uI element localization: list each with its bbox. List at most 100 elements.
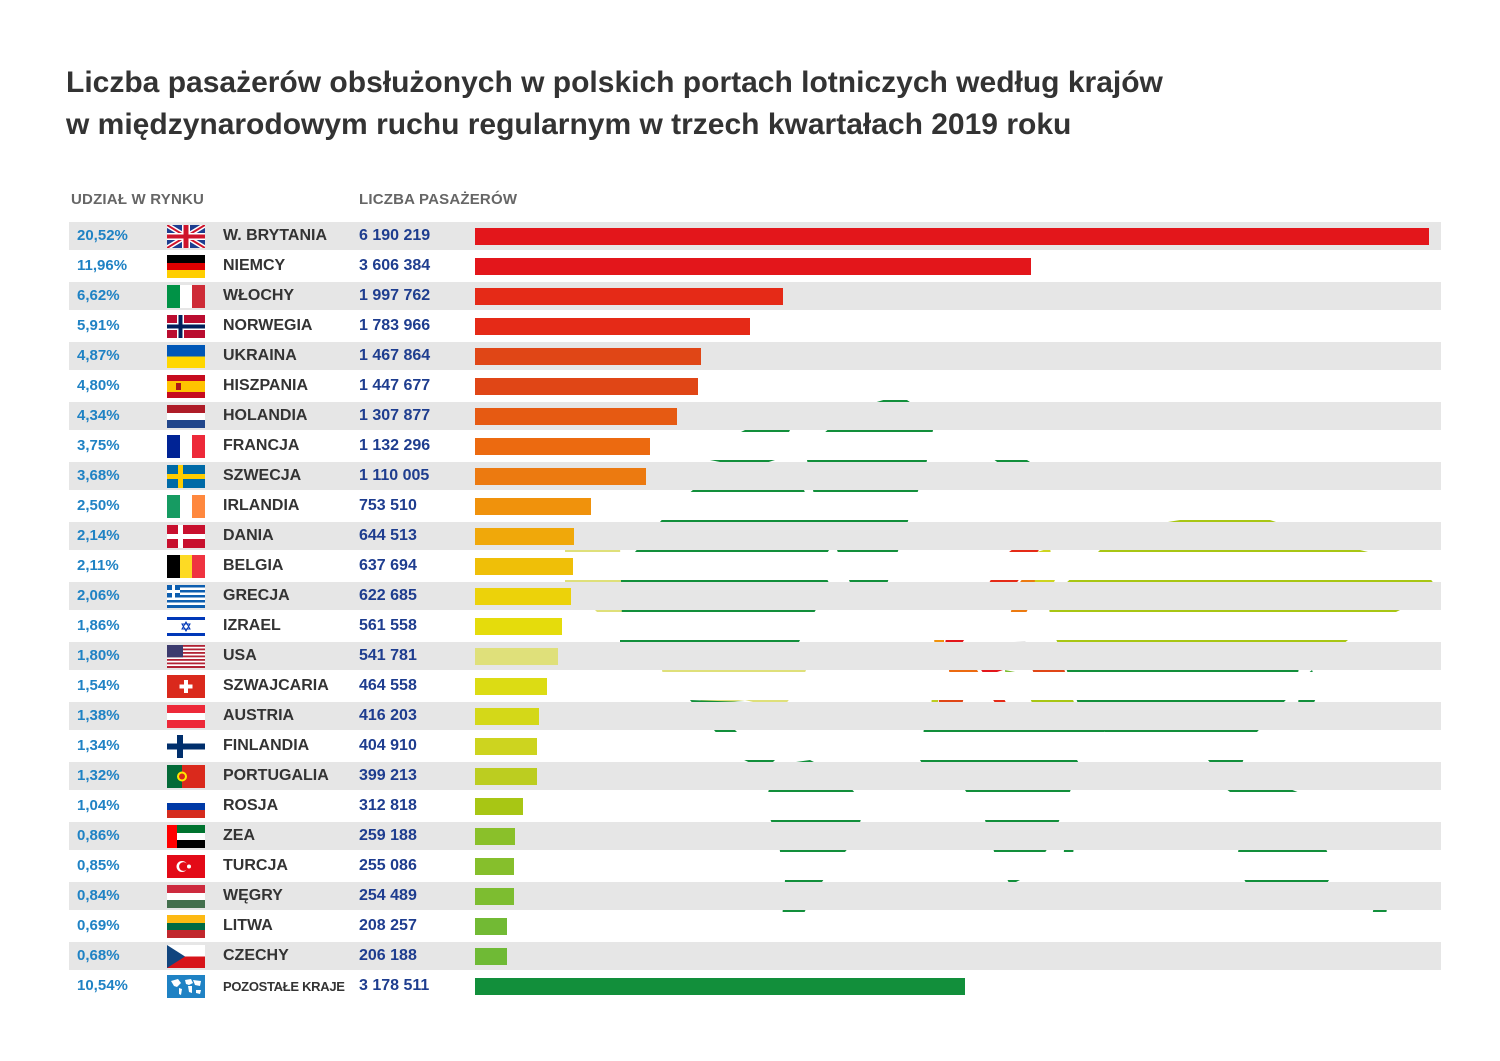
chart-row: 6,62% WŁOCHY 1 997 762 xyxy=(69,281,1441,311)
country-label: UKRAINA xyxy=(223,347,297,364)
bar xyxy=(475,288,783,305)
chart-row: 4,87% UKRAINA 1 467 864 xyxy=(69,341,1441,371)
market-share-label: 0,69% xyxy=(77,917,120,934)
passenger-count-label: 3 606 384 xyxy=(359,257,431,274)
country-label: PORTUGALIA xyxy=(223,767,329,784)
bar xyxy=(475,648,558,665)
chart-row: 2,50% IRLANDIA 753 510 xyxy=(69,491,1441,521)
flag-ukraine-icon xyxy=(167,345,205,368)
row-band xyxy=(69,312,1441,340)
bar xyxy=(475,888,514,905)
flag-ireland-icon xyxy=(167,495,205,518)
row-band xyxy=(69,582,1441,610)
row-band xyxy=(69,642,1441,670)
row-band xyxy=(69,462,1441,490)
country-label: ZEA xyxy=(223,827,255,844)
country-label: LITWA xyxy=(223,917,273,934)
flag-uae-icon xyxy=(167,825,205,848)
country-label: WŁOCHY xyxy=(223,287,295,304)
chart-row: 0,84% WĘGRY 254 489 xyxy=(69,881,1441,911)
row-band xyxy=(69,942,1441,970)
bar xyxy=(475,228,1429,245)
bar xyxy=(475,708,539,725)
flag-austria-icon xyxy=(167,705,205,728)
market-share-label: 0,68% xyxy=(77,947,120,964)
market-share-label: 0,86% xyxy=(77,827,120,844)
bar xyxy=(475,738,537,755)
market-share-label: 1,38% xyxy=(77,707,120,724)
bar xyxy=(475,588,571,605)
bar xyxy=(475,828,515,845)
row-band xyxy=(69,612,1441,640)
market-share-label: 5,91% xyxy=(77,317,120,334)
chart-row: 0,68% CZECHY 206 188 xyxy=(69,941,1441,971)
chart-row: 1,86% IZRAEL 561 558 xyxy=(69,611,1441,641)
bar xyxy=(475,798,523,815)
market-share-label: 0,85% xyxy=(77,857,120,874)
bar xyxy=(475,948,507,965)
passenger-count-label: 206 188 xyxy=(359,947,417,964)
row-band xyxy=(69,912,1441,940)
country-label: AUSTRIA xyxy=(223,707,295,724)
flag-germany-icon xyxy=(167,255,205,278)
chart-row: 3,75% FRANCJA 1 132 296 xyxy=(69,431,1441,461)
bar xyxy=(475,678,547,695)
row-band xyxy=(69,792,1441,820)
country-label: USA xyxy=(223,647,257,664)
bar xyxy=(475,528,574,545)
country-label: HOLANDIA xyxy=(223,407,308,424)
market-share-label: 10,54% xyxy=(77,977,128,994)
chart-row: 1,32% PORTUGALIA 399 213 xyxy=(69,761,1441,791)
country-label: GRECJA xyxy=(223,587,290,604)
bar xyxy=(475,408,677,425)
bar xyxy=(475,318,750,335)
market-share-label: 2,06% xyxy=(77,587,120,604)
bar xyxy=(475,858,514,875)
row-band xyxy=(69,492,1441,520)
passengers-column-header: LICZBA PASAŻERÓW xyxy=(359,191,518,208)
country-label: NORWEGIA xyxy=(223,317,313,334)
row-band xyxy=(69,672,1441,700)
market-share-label: 2,14% xyxy=(77,527,120,544)
chart-row: 2,06% GRECJA 622 685 xyxy=(69,581,1441,611)
flag-netherlands-icon xyxy=(167,405,205,428)
flag-italy-icon xyxy=(167,285,205,308)
chart-row: 1,80% USA 541 781 xyxy=(69,641,1441,671)
market-share-label: 3,75% xyxy=(77,437,120,454)
flag-denmark-icon xyxy=(167,525,205,548)
passenger-count-label: 622 685 xyxy=(359,587,417,604)
passenger-count-label: 1 110 005 xyxy=(359,467,430,484)
chart-row: 4,34% HOLANDIA 1 307 877 xyxy=(69,401,1441,431)
row-band xyxy=(69,522,1441,550)
passenger-count-label: 208 257 xyxy=(359,917,417,934)
passenger-count-label: 1 307 877 xyxy=(359,407,431,424)
passenger-count-label: 1 997 762 xyxy=(359,287,431,304)
bar-chart-rows: 20,52% W. BRYTANIA 6 190 219 11,96% NIEMCY 3 … xyxy=(69,221,1441,1001)
flag-spain-icon xyxy=(167,375,205,398)
bar xyxy=(475,468,646,485)
flag-greece-icon xyxy=(167,585,205,608)
country-label: ROSJA xyxy=(223,797,279,814)
row-band xyxy=(69,432,1441,460)
country-label: POZOSTAŁE KRAJE xyxy=(223,979,345,994)
market-share-label: 4,34% xyxy=(77,407,120,424)
market-share-label: 2,50% xyxy=(77,497,120,514)
country-label: IRLANDIA xyxy=(223,497,300,514)
bar xyxy=(475,438,650,455)
market-share-label: 1,04% xyxy=(77,797,120,814)
passenger-count-label: 541 781 xyxy=(359,647,417,664)
market-share-label: 2,11% xyxy=(77,557,119,574)
share-column-header: UDZIAŁ W RYNKU xyxy=(71,191,205,208)
chart-row: 2,14% DANIA 644 513 xyxy=(69,521,1441,551)
row-band xyxy=(69,372,1441,400)
bar xyxy=(475,258,1031,275)
bar xyxy=(475,348,701,365)
chart-row: 1,34% FINLANDIA 404 910 xyxy=(69,731,1441,761)
chart-row: 1,04% ROSJA 312 818 xyxy=(69,791,1441,821)
market-share-label: 11,96% xyxy=(77,257,128,274)
chart-row: 2,11% BELGIA 637 694 xyxy=(69,551,1441,581)
country-label: W. BRYTANIA xyxy=(223,227,327,244)
chart-row: 0,85% TURCJA 255 086 xyxy=(69,851,1441,881)
passenger-count-label: 259 188 xyxy=(359,827,417,844)
country-label: IZRAEL xyxy=(223,617,281,634)
